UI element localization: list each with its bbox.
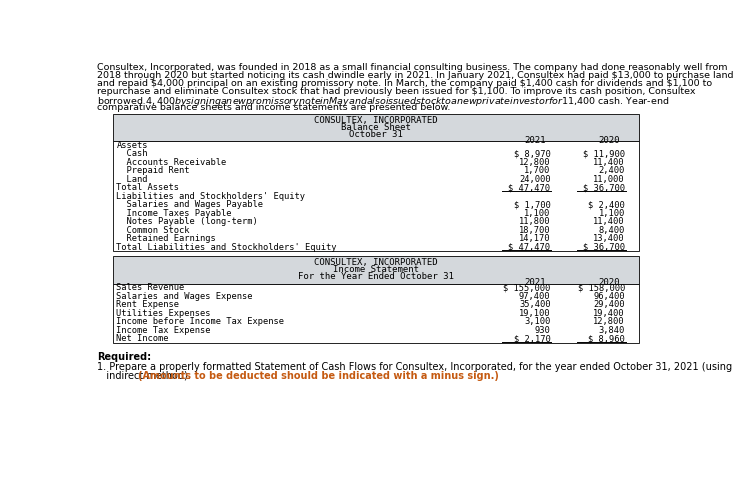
Text: Prepaid Rent: Prepaid Rent xyxy=(117,166,190,175)
Text: $ 47,470: $ 47,470 xyxy=(509,183,550,192)
Text: $ 2,400: $ 2,400 xyxy=(588,200,625,209)
Text: 11,000: 11,000 xyxy=(593,175,625,184)
Text: 12,800: 12,800 xyxy=(519,158,550,167)
Text: Income Taxes Payable: Income Taxes Payable xyxy=(117,209,232,218)
Text: 19,400: 19,400 xyxy=(593,309,625,318)
Text: CONSULTEX, INCORPORATED: CONSULTEX, INCORPORATED xyxy=(314,116,438,125)
Text: 24,000: 24,000 xyxy=(519,175,550,184)
Text: $ 47,470: $ 47,470 xyxy=(509,243,550,251)
Text: Utilities Expenses: Utilities Expenses xyxy=(117,309,211,318)
Text: $ 36,700: $ 36,700 xyxy=(583,243,625,251)
Text: Cash: Cash xyxy=(117,150,148,159)
Text: $ 1,700: $ 1,700 xyxy=(514,200,550,209)
Text: 1,700: 1,700 xyxy=(524,166,550,175)
Text: 11,800: 11,800 xyxy=(519,217,550,226)
Text: Sales Revenue: Sales Revenue xyxy=(117,283,185,292)
Text: 13,400: 13,400 xyxy=(593,234,625,243)
Text: Notes Payable (long-term): Notes Payable (long-term) xyxy=(117,217,258,226)
Text: 2021: 2021 xyxy=(524,136,545,145)
Text: Consultex, Incorporated, was founded in 2018 as a small financial consulting bus: Consultex, Incorporated, was founded in … xyxy=(97,63,728,72)
Text: Common Stock: Common Stock xyxy=(117,226,190,235)
Text: $ 158,000: $ 158,000 xyxy=(578,283,625,292)
Text: Salaries and Wages Expense: Salaries and Wages Expense xyxy=(117,292,253,301)
Text: 19,100: 19,100 xyxy=(519,309,550,318)
Text: Salaries and Wages Payable: Salaries and Wages Payable xyxy=(117,200,263,209)
Text: Net Income: Net Income xyxy=(117,334,169,343)
Bar xyxy=(113,113,638,141)
Text: For the Year Ended October 31: For the Year Ended October 31 xyxy=(298,272,454,281)
Text: Land: Land xyxy=(117,175,148,184)
Text: 3,100: 3,100 xyxy=(524,317,550,327)
Text: 2020: 2020 xyxy=(599,136,620,145)
Text: (Amounts to be deducted should be indicated with a minus sign.): (Amounts to be deducted should be indica… xyxy=(138,371,499,381)
Text: 11,400: 11,400 xyxy=(593,217,625,226)
Text: $ 155,000: $ 155,000 xyxy=(503,283,550,292)
Text: October 31: October 31 xyxy=(349,130,402,139)
Text: CONSULTEX, INCORPORATED: CONSULTEX, INCORPORATED xyxy=(314,258,438,267)
Text: Total Assets: Total Assets xyxy=(117,183,180,192)
Text: 97,400: 97,400 xyxy=(519,292,550,301)
Text: 96,400: 96,400 xyxy=(593,292,625,301)
Text: 3,840: 3,840 xyxy=(599,326,625,335)
Text: 2020: 2020 xyxy=(599,278,620,287)
Text: 2,400: 2,400 xyxy=(599,166,625,175)
Text: comparative balance sheets and income statements are presented below.: comparative balance sheets and income st… xyxy=(97,103,450,112)
Text: and repaid $4,000 principal on an existing promissory note. In March, the compan: and repaid $4,000 principal on an existi… xyxy=(97,79,712,88)
Text: Assets: Assets xyxy=(117,141,148,150)
Text: Rent Expense: Rent Expense xyxy=(117,300,180,310)
Text: Income Tax Expense: Income Tax Expense xyxy=(117,326,211,335)
Text: 29,400: 29,400 xyxy=(593,300,625,310)
Text: Retained Earnings: Retained Earnings xyxy=(117,234,216,243)
Text: $ 8,970: $ 8,970 xyxy=(514,150,550,159)
Text: Balance Sheet: Balance Sheet xyxy=(341,123,410,132)
Text: 11,400: 11,400 xyxy=(593,158,625,167)
Text: 1,100: 1,100 xyxy=(599,209,625,218)
Text: repurchase and eliminate Consultex stock that had previously been issued for $1,: repurchase and eliminate Consultex stock… xyxy=(97,87,696,96)
Text: $ 8,960: $ 8,960 xyxy=(588,334,625,343)
Text: Total Liabilities and Stockholders' Equity: Total Liabilities and Stockholders' Equi… xyxy=(117,243,337,251)
Bar xyxy=(113,256,638,284)
Bar xyxy=(113,141,638,251)
Bar xyxy=(113,284,638,343)
Text: Liabilities and Stockholders' Equity: Liabilities and Stockholders' Equity xyxy=(117,192,306,201)
Text: 8,400: 8,400 xyxy=(599,226,625,235)
Text: borrowed $4,400 by signing a new promissory note in May and also issued stock to: borrowed $4,400 by signing a new promiss… xyxy=(97,95,669,108)
Text: 2018 through 2020 but started noticing its cash dwindle early in 2021. In Januar: 2018 through 2020 but started noticing i… xyxy=(97,71,733,80)
Text: $ 11,900: $ 11,900 xyxy=(583,150,625,159)
Text: 1,100: 1,100 xyxy=(524,209,550,218)
Text: Accounts Receivable: Accounts Receivable xyxy=(117,158,226,167)
Text: Income Statement: Income Statement xyxy=(333,265,419,274)
Text: 14,170: 14,170 xyxy=(519,234,550,243)
Text: 2021: 2021 xyxy=(524,278,545,287)
Text: Income before Income Tax Expense: Income before Income Tax Expense xyxy=(117,317,284,327)
Text: indirect method).: indirect method). xyxy=(97,371,194,381)
Text: Required:: Required: xyxy=(97,352,151,362)
Text: 18,700: 18,700 xyxy=(519,226,550,235)
Text: $ 2,170: $ 2,170 xyxy=(514,334,550,343)
Text: 930: 930 xyxy=(534,326,550,335)
Text: 1. Prepare a properly formatted Statement of Cash Flows for Consultex, Incorpora: 1. Prepare a properly formatted Statemen… xyxy=(97,362,733,372)
Text: 12,800: 12,800 xyxy=(593,317,625,327)
Text: 35,400: 35,400 xyxy=(519,300,550,310)
Text: $ 36,700: $ 36,700 xyxy=(583,183,625,192)
